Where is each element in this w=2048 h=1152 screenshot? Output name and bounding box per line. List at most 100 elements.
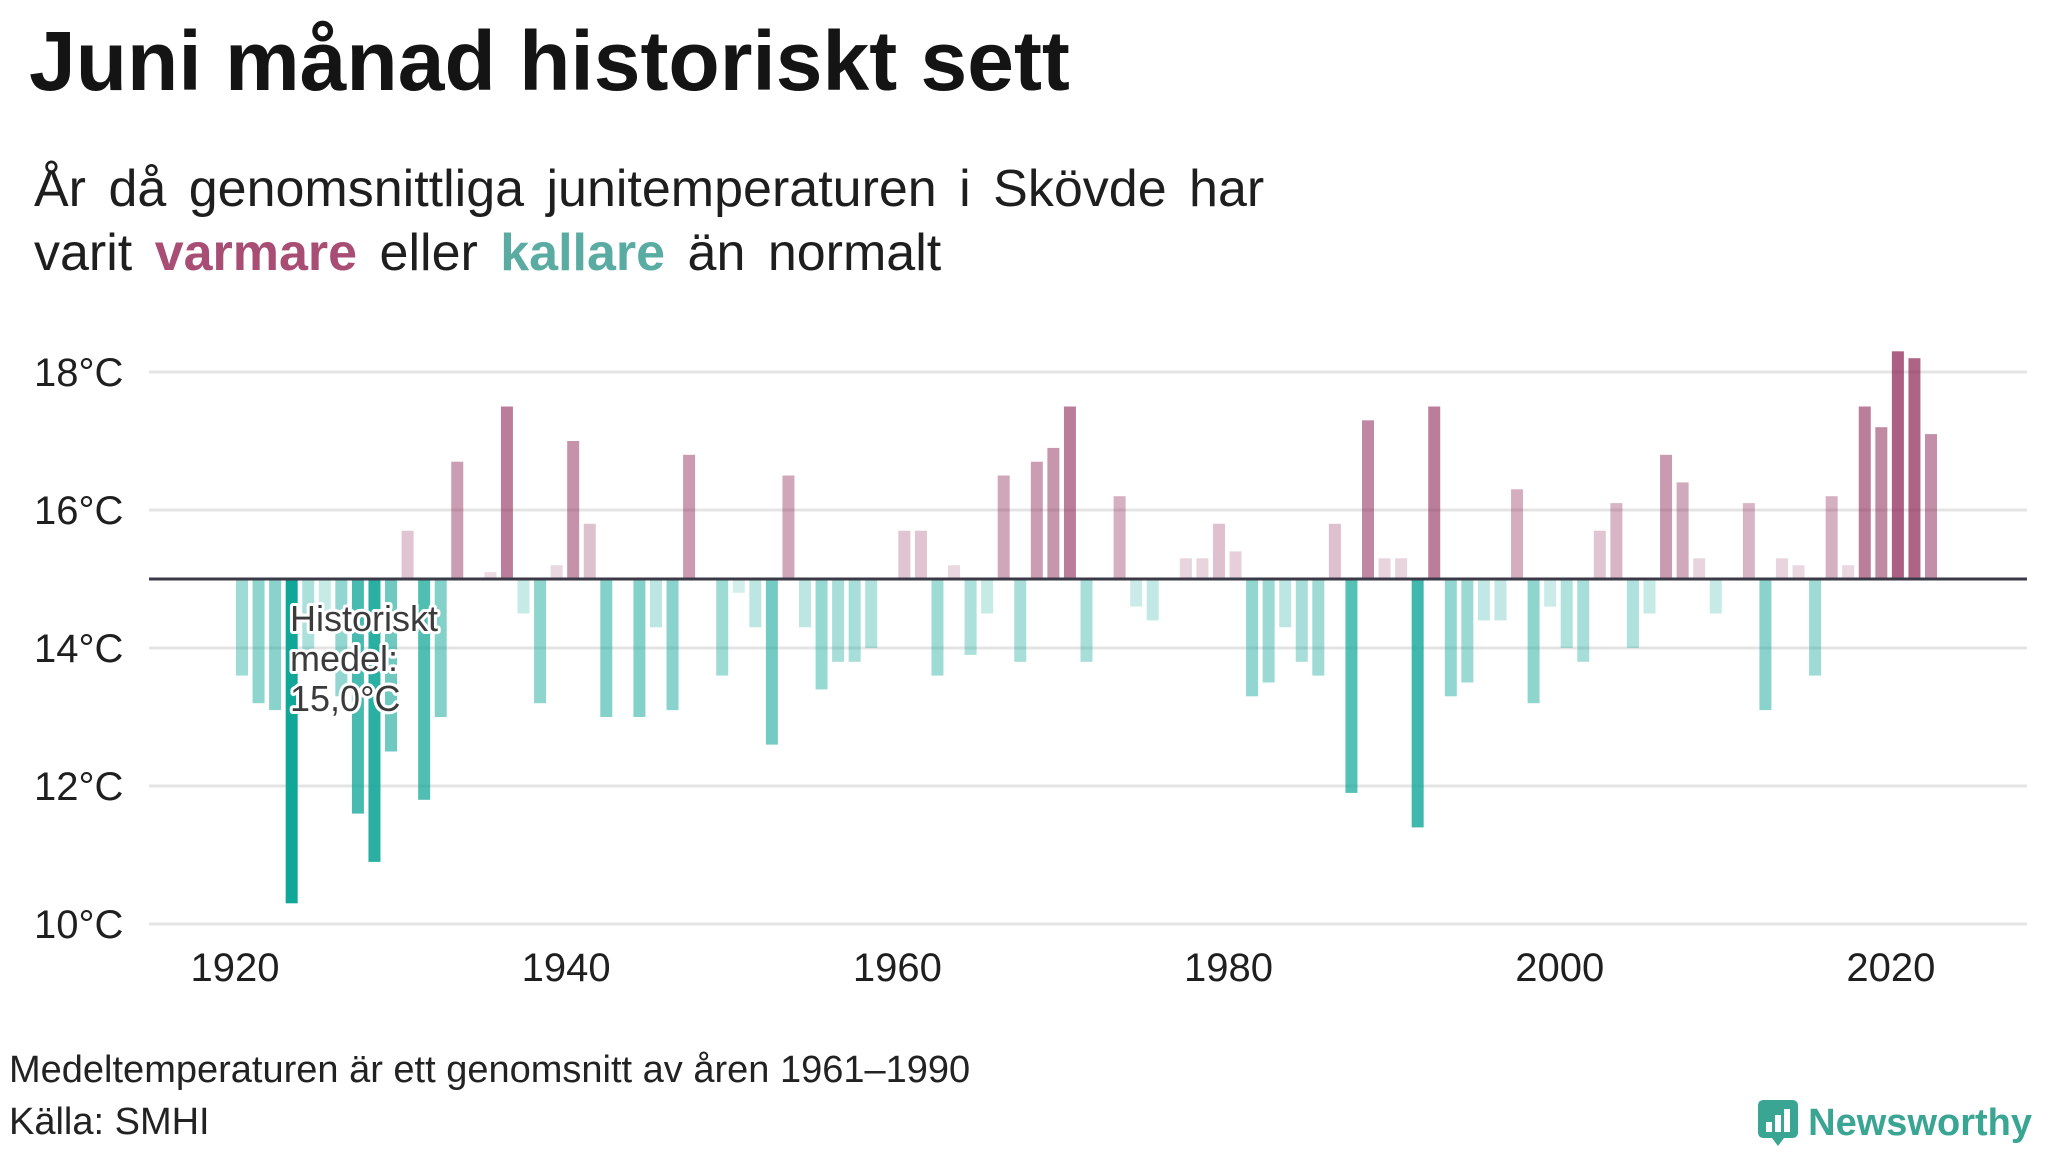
x-axis-labels: 1920 1940 1960 1980 2000 2020 bbox=[191, 946, 1936, 990]
bar-1991 bbox=[1411, 579, 1424, 828]
x-tick-label: 1920 bbox=[191, 946, 280, 990]
bar-chart-bubble-icon bbox=[1758, 1100, 1799, 1146]
bar-1957 bbox=[848, 579, 861, 662]
source-credit: Källa: SMHI bbox=[9, 1101, 210, 1143]
bar-1952 bbox=[765, 579, 778, 745]
bar-1973 bbox=[1113, 496, 1126, 579]
x-tick-label: 1940 bbox=[522, 946, 611, 990]
bar-2008 bbox=[1693, 558, 1706, 579]
newsworthy-logo: Newsworthy bbox=[1758, 1100, 2032, 1146]
bar-1931 bbox=[418, 579, 431, 800]
bars bbox=[236, 351, 1937, 904]
bar-1958 bbox=[865, 579, 878, 648]
bar-1997 bbox=[1511, 489, 1524, 579]
bar-1974 bbox=[1130, 579, 1143, 607]
bar-1994 bbox=[1461, 579, 1474, 683]
bar-1923 bbox=[285, 579, 298, 904]
bar-2004 bbox=[1626, 579, 1639, 648]
bar-1940 bbox=[567, 441, 580, 579]
bar-1995 bbox=[1477, 579, 1490, 621]
bar-1954 bbox=[799, 579, 811, 628]
bar-2014 bbox=[1792, 565, 1805, 579]
gridlines bbox=[149, 370, 2027, 926]
bar-1930 bbox=[401, 530, 414, 579]
bar-1986 bbox=[1328, 523, 1341, 579]
bar-1937 bbox=[517, 579, 530, 614]
bar-2013 bbox=[1775, 558, 1788, 579]
subtitle-line-2: varit varmare eller kallare än normalt bbox=[34, 221, 1264, 285]
bar-1971 bbox=[1080, 579, 1093, 662]
bar-2001 bbox=[1577, 579, 1590, 662]
bar-1938 bbox=[534, 579, 547, 704]
y-tick-label: 10°C bbox=[34, 903, 123, 947]
bar-1980 bbox=[1229, 551, 1242, 579]
bar-1968 bbox=[1030, 461, 1043, 579]
bar-1951 bbox=[749, 579, 762, 628]
bar-1983 bbox=[1279, 579, 1292, 628]
chart-title: Juni månad historiskt sett bbox=[29, 14, 1070, 108]
bar-chart: Historiskt medel: 15,0°C 10°C 12°C 14°C 16°… bbox=[34, 351, 2027, 990]
bar-2009 bbox=[1709, 579, 1722, 614]
bar-2000 bbox=[1560, 579, 1573, 648]
bar-1969 bbox=[1047, 447, 1060, 579]
bar-1998 bbox=[1527, 579, 1540, 704]
annotation-line-1: Historiskt bbox=[290, 598, 438, 639]
bar-1944 bbox=[633, 579, 646, 717]
bar-1987 bbox=[1345, 579, 1358, 793]
bar-2006 bbox=[1660, 454, 1673, 579]
bar-1945 bbox=[649, 579, 662, 628]
bar-2016 bbox=[1825, 496, 1838, 579]
subtitle-word-eller: eller bbox=[379, 224, 478, 282]
bar-2012 bbox=[1759, 579, 1772, 711]
bar-1946 bbox=[666, 579, 679, 711]
bar-1939 bbox=[550, 565, 563, 579]
bar-1928 bbox=[368, 579, 381, 862]
annotation-line-3: 15,0°C bbox=[290, 678, 400, 719]
bar-1981 bbox=[1246, 579, 1259, 697]
bar-1999 bbox=[1544, 579, 1557, 607]
bar-1963 bbox=[948, 565, 961, 579]
bar-1935 bbox=[484, 572, 497, 579]
bar-1932 bbox=[434, 579, 447, 717]
bar-2003 bbox=[1610, 503, 1623, 579]
bar-1947 bbox=[683, 454, 696, 579]
bar-2018 bbox=[1858, 406, 1871, 579]
cold-legend-word: kallare bbox=[500, 224, 666, 282]
bar-1989 bbox=[1378, 558, 1391, 579]
bar-2022 bbox=[1925, 434, 1937, 579]
bar-1920 bbox=[236, 579, 248, 676]
chart-subtitle: År då genomsnittliga junitemperaturen i … bbox=[34, 157, 1264, 285]
bar-1936 bbox=[500, 406, 513, 579]
subtitle-word-an-normalt: än normalt bbox=[687, 224, 942, 282]
footnote: Medeltemperaturen är ett genomsnitt av å… bbox=[9, 1049, 971, 1091]
bar-1984 bbox=[1295, 579, 1308, 662]
bar-2011 bbox=[1742, 503, 1755, 579]
bar-2019 bbox=[1875, 427, 1888, 579]
bar-1990 bbox=[1395, 558, 1408, 579]
bar-1988 bbox=[1362, 420, 1374, 579]
x-tick-label: 2020 bbox=[1846, 946, 1935, 990]
subtitle-line-1: År då genomsnittliga junitemperaturen i … bbox=[34, 160, 1265, 218]
annotation-line-2: medel: bbox=[290, 638, 398, 679]
bar-1962 bbox=[931, 579, 944, 676]
bar-2021 bbox=[1908, 358, 1921, 579]
y-tick-label: 18°C bbox=[34, 351, 123, 395]
warm-legend-word: varmare bbox=[154, 224, 358, 282]
bar-1996 bbox=[1494, 579, 1507, 621]
bar-1927 bbox=[351, 579, 364, 814]
bar-1953 bbox=[782, 475, 795, 579]
bar-2005 bbox=[1643, 579, 1656, 614]
bar-1978 bbox=[1196, 558, 1209, 579]
bar-1949 bbox=[716, 579, 729, 676]
bar-1955 bbox=[815, 579, 828, 690]
bar-1924 bbox=[302, 579, 315, 655]
bar-1964 bbox=[964, 579, 977, 655]
bar-1950 bbox=[732, 579, 745, 593]
bar-1965 bbox=[981, 579, 994, 614]
subtitle-word-varit: varit bbox=[34, 224, 133, 282]
footer: Medeltemperaturen är ett genomsnitt av å… bbox=[9, 1044, 970, 1148]
bar-1956 bbox=[832, 579, 845, 662]
bar-1961 bbox=[914, 530, 927, 579]
y-tick-label: 16°C bbox=[34, 489, 123, 533]
